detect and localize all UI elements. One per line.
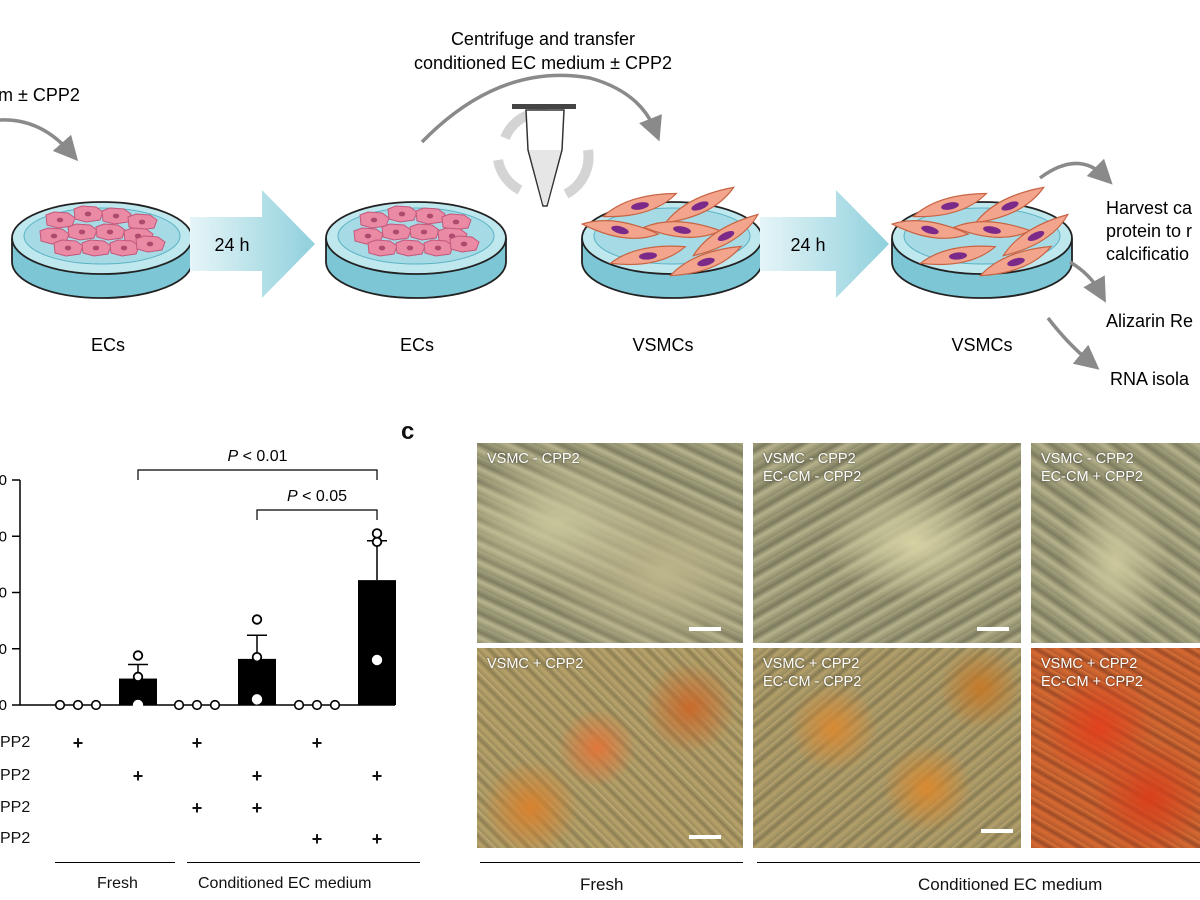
time-arrow-2: 24 h [760, 190, 889, 298]
data-point [251, 651, 263, 663]
arrow-2-label: 24 h [790, 235, 825, 255]
scale-bar [689, 627, 721, 631]
panel-c-letter: c [401, 418, 415, 445]
output-arrow-alizarin [1069, 260, 1106, 303]
data-point [293, 699, 305, 711]
data-point [54, 699, 66, 711]
condition-plus: + [132, 766, 144, 786]
condition-row-label-1: PP2 [0, 734, 31, 751]
panel-c-conditioned-label: Conditioned EC medium [918, 875, 1103, 894]
significance-label: P < 0.01 [227, 448, 287, 465]
scale-bar [981, 829, 1013, 833]
y-ticks: 000000000 [0, 472, 20, 714]
bars [54, 528, 396, 711]
bar [358, 580, 396, 705]
dish-vsmcs-1 [580, 184, 765, 299]
micrograph-3-label: VSMC - CPP2 EC-CM + CPP2 [1041, 451, 1143, 485]
micrograph-2-label: VSMC - CPP2 EC-CM - CPP2 [763, 451, 862, 485]
dish-ecs-2 [325, 201, 507, 299]
significance-bracket [137, 469, 378, 480]
conditioned-group-line [187, 862, 420, 863]
scale-bar [689, 835, 721, 839]
data-point [72, 699, 84, 711]
micrograph-6-label: VSMC + CPP2 EC-CM + CPP2 [1041, 656, 1143, 690]
centrifuge-tube-icon [493, 104, 594, 207]
panel-c-fresh-label: Fresh [580, 875, 624, 894]
micrograph-1: VSMC - CPP2 [477, 443, 743, 643]
significance-label: P < 0.05 [287, 488, 347, 505]
data-point [251, 694, 263, 705]
y-tick-label: 00 [0, 528, 7, 545]
scale-bar [977, 627, 1009, 631]
y-tick-label: 00 [0, 472, 7, 489]
conditioned-group-label: Conditioned EC medium [198, 875, 372, 892]
transfer-curved-arrow [420, 73, 662, 144]
data-point [132, 671, 144, 683]
micrograph-5: VSMC + CPP2 EC-CM - CPP2 [753, 648, 1021, 848]
output-arrow-rna [1046, 316, 1100, 370]
panel-c-conditioned-line [757, 862, 1200, 863]
data-point [371, 528, 383, 539]
micrograph-2: VSMC - CPP2 EC-CM - CPP2 [753, 443, 1021, 643]
start-label: m ± CPP2 [0, 85, 80, 105]
data-point [251, 614, 263, 625]
data-point [90, 699, 102, 711]
significance-brackets: P < 0.01 P < 0.05 [137, 448, 378, 520]
condition-plus: + [371, 766, 383, 786]
y-tick-label: 0 [0, 697, 7, 714]
condition-plus: + [191, 733, 203, 753]
condition-plus: + [311, 733, 323, 753]
data-point [371, 536, 383, 548]
alizarin-text: Alizarin Re [1106, 311, 1193, 331]
condition-plus: + [72, 733, 84, 753]
rna-text: RNA isola [1110, 369, 1190, 389]
harvest-text-line3: calcificatio [1106, 244, 1189, 264]
micrograph-4: VSMC + CPP2 [477, 648, 743, 848]
dish-label-3: VSMCs [632, 335, 693, 355]
output-arrow-harvest [1038, 158, 1113, 185]
micrograph-6: VSMC + CPP2 EC-CM + CPP2 [1031, 648, 1200, 848]
dish-label-1: ECs [91, 335, 125, 355]
fresh-group-line [55, 862, 175, 863]
arrow-1-label: 24 h [214, 235, 249, 255]
data-point [371, 654, 383, 666]
condition-plus: + [251, 798, 263, 818]
micrograph-4-label: VSMC + CPP2 [487, 656, 584, 672]
data-point [329, 699, 341, 711]
data-point [173, 699, 185, 711]
condition-plus: + [191, 798, 203, 818]
dish-ecs-1 [11, 201, 193, 299]
y-tick-label: 00 [0, 585, 7, 602]
condition-row-label-2: PP2 [0, 767, 31, 784]
dish-vsmcs-2 [890, 184, 1075, 299]
condition-plus: + [371, 829, 383, 849]
data-point [132, 650, 144, 661]
workflow-schematic: m ± CPP2 ECs 24 h [0, 29, 1193, 389]
condition-row-label-3: PP2 [0, 799, 31, 816]
micrograph-3: VSMC - CPP2 EC-CM + CPP2 [1031, 443, 1200, 643]
transfer-label-line1: Centrifuge and transfer [451, 29, 635, 49]
condition-plus: + [251, 766, 263, 786]
condition-plus: + [311, 829, 323, 849]
data-point [209, 699, 221, 711]
micrograph-1-label: VSMC - CPP2 [487, 451, 580, 467]
micrograph-5-label: VSMC + CPP2 EC-CM - CPP2 [763, 656, 862, 690]
data-point [132, 699, 144, 711]
dish-label-2: ECs [400, 335, 434, 355]
dish-label-4: VSMCs [951, 335, 1012, 355]
start-curved-arrow [0, 118, 79, 162]
harvest-text-line2: protein to r [1106, 221, 1192, 241]
data-point [311, 699, 323, 711]
y-tick-label: 00 [0, 641, 7, 658]
transfer-label-line2: conditioned EC medium ± CPP2 [414, 53, 672, 73]
harvest-text-line1: Harvest ca [1106, 198, 1193, 218]
fresh-group-label: Fresh [97, 875, 138, 892]
time-arrow-1: 24 h [190, 190, 315, 298]
significance-bracket [256, 509, 378, 520]
condition-row-label-4: PP2 [0, 830, 31, 847]
panel-c-fresh-line [480, 862, 743, 863]
data-point [191, 699, 203, 711]
calcification-bar-chart: 000000000 P < 0.01P < 0.05 [0, 448, 396, 714]
